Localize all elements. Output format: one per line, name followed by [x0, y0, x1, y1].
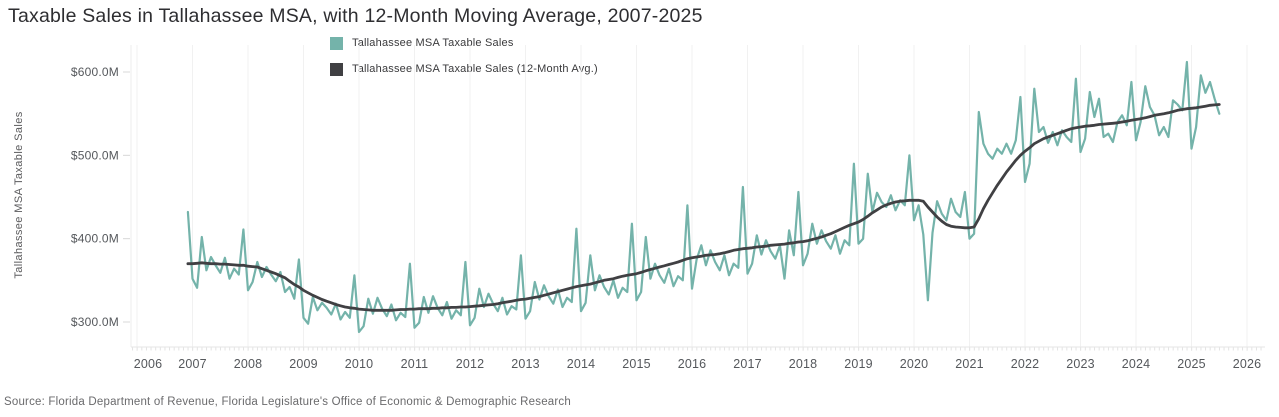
x-tick-label: 2023: [1066, 357, 1095, 371]
x-tick-label: 2019: [844, 357, 873, 371]
x-tick-label: 2011: [401, 357, 429, 371]
x-tick-label: 2026: [1233, 357, 1262, 371]
x-tick-label: 2014: [567, 357, 596, 371]
x-tick-label: 2020: [900, 357, 929, 371]
x-tick-label: 2022: [1011, 357, 1040, 371]
x-tick-labels: 2006 2007 2008 2009 2010 2011 2012 2013 2014 2015…: [134, 357, 1262, 371]
x-tick-label: 2006: [134, 357, 163, 371]
month-minor-ticks: [132, 347, 1262, 351]
legend: Tallahassee MSA Taxable Sales Tallahasse…: [330, 36, 598, 88]
legend-swatch-moving-average: [330, 62, 343, 76]
year-gridlines: [136, 45, 1248, 351]
series-line-taxable-sales: [186, 60, 1221, 334]
x-tick-label: 2018: [789, 357, 818, 371]
x-tick-label: 2012: [456, 357, 485, 371]
legend-label-taxable-sales: Tallahassee MSA Taxable Sales: [352, 37, 514, 49]
legend-item-moving-average[interactable]: Tallahassee MSA Taxable Sales (12-Month …: [330, 62, 598, 76]
chart-title: Taxable Sales in Tallahassee MSA, with 1…: [8, 5, 703, 27]
y-tick-label: $300.0M: [71, 315, 119, 329]
x-tick-label: 2008: [234, 357, 263, 371]
x-tick-label: 2021: [955, 357, 984, 371]
legend-swatch-taxable-sales: [330, 36, 343, 50]
series-line-moving-average: [186, 103, 1221, 312]
x-tick-label: 2024: [1122, 357, 1151, 371]
y-axis-ticks: $600.0M $500.0M $400.0M $300.0M: [71, 65, 130, 329]
source-note: Source: Florida Department of Revenue, F…: [4, 396, 571, 408]
x-tick-label: 2015: [622, 357, 651, 371]
axis-lines: [130, 45, 1265, 348]
x-tick-label: 2016: [678, 357, 707, 371]
y-tick-label: $600.0M: [71, 65, 119, 79]
y-tick-label: $400.0M: [71, 232, 119, 246]
legend-label-moving-average: Tallahassee MSA Taxable Sales (12-Month …: [352, 63, 598, 75]
legend-item-taxable-sales[interactable]: Tallahassee MSA Taxable Sales: [330, 36, 598, 50]
y-tick-label: $500.0M: [71, 148, 119, 162]
x-tick-label: 2010: [345, 357, 374, 371]
x-tick-label: 2009: [289, 357, 318, 371]
x-tick-label: 2013: [511, 357, 540, 371]
x-tick-label: 2025: [1177, 357, 1206, 371]
x-tick-label: 2007: [178, 357, 207, 371]
x-tick-label: 2017: [733, 357, 762, 371]
